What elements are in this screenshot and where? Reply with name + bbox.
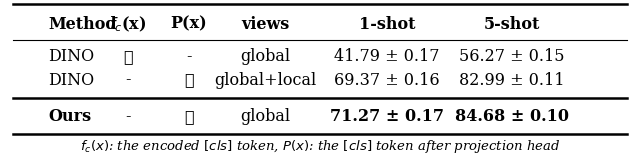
Text: 69.37 ± 0.16: 69.37 ± 0.16	[334, 72, 440, 89]
Text: 56.27 ± 0.15: 56.27 ± 0.15	[460, 48, 564, 65]
Text: global: global	[241, 108, 291, 125]
Text: $f_c(x)$: the encoded $[cls]$ token, $P(x)$: the $[cls]$ token after projection : $f_c(x)$: the encoded $[cls]$ token, $P(…	[80, 138, 560, 155]
Text: $f_c$(x): $f_c$(x)	[109, 15, 147, 34]
Text: 82.99 ± 0.11: 82.99 ± 0.11	[460, 72, 564, 89]
Text: -: -	[125, 108, 131, 125]
Text: 41.79 ± 0.17: 41.79 ± 0.17	[335, 48, 440, 65]
Text: ✓: ✓	[184, 72, 194, 89]
Text: global: global	[241, 48, 291, 65]
Text: ✓: ✓	[123, 48, 133, 65]
Text: -: -	[186, 48, 191, 65]
Text: Ours: Ours	[48, 108, 91, 125]
Text: 5-shot: 5-shot	[484, 16, 540, 33]
Text: DINO: DINO	[48, 48, 94, 65]
Text: DINO: DINO	[48, 72, 94, 89]
Text: 84.68 ± 0.10: 84.68 ± 0.10	[455, 108, 569, 125]
Text: views: views	[241, 16, 290, 33]
Text: P(x): P(x)	[170, 16, 207, 33]
Text: 71.27 ± 0.17: 71.27 ± 0.17	[330, 108, 444, 125]
Text: global+local: global+local	[214, 72, 317, 89]
Text: -: -	[125, 72, 131, 89]
Text: 1-shot: 1-shot	[359, 16, 415, 33]
Text: ✓: ✓	[184, 108, 194, 125]
Text: Method: Method	[48, 16, 116, 33]
